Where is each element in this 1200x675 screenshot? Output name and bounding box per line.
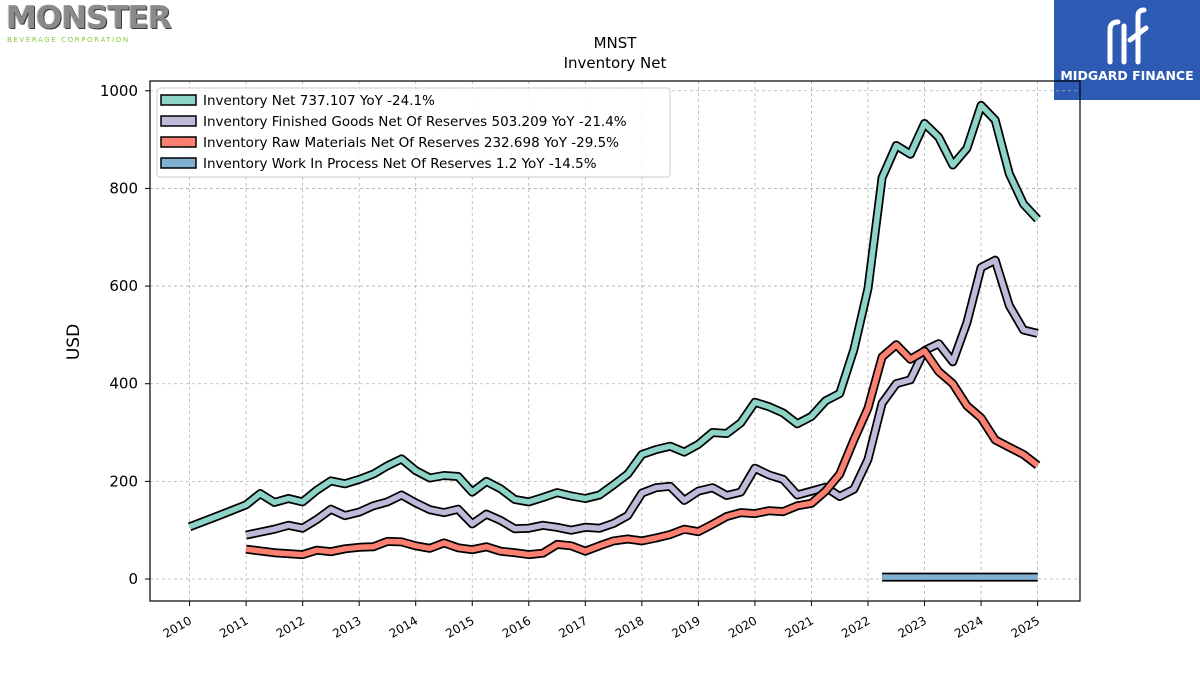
y-tick-label: 1000 [100, 82, 138, 100]
series-inventory-raw-materials-net-of-reserves [245, 340, 1041, 560]
x-tick-label: 2023 [896, 613, 929, 640]
midgard-finance-logo: MIDGARD FINANCE [1054, 0, 1200, 100]
series-line [245, 257, 1039, 538]
chart-subtitle: Inventory Net [564, 54, 667, 72]
series-line [188, 102, 1040, 530]
legend-swatch [160, 136, 197, 148]
y-tick-label: 0 [128, 570, 138, 588]
legend: Inventory Net 737.107 YoY -24.1% Inventor… [156, 87, 671, 178]
legend-label: Inventory Work In Process Net Of Reserve… [203, 156, 597, 172]
x-tick-label: 2025 [1009, 613, 1042, 640]
legend-label: Inventory Net 737.107 YoY -24.1% [203, 93, 435, 109]
y-axis-label: USD [64, 324, 84, 360]
x-tick-label: 2012 [274, 613, 307, 640]
x-axis-ticks: 2010 2011 2012 2013 2014 2015 2016 2017 2018 2019… [161, 601, 1042, 641]
x-tick-label: 2022 [839, 613, 872, 640]
legend-label: Inventory Raw Materials Net Of Reserves … [203, 135, 619, 151]
y-tick-label: 200 [109, 472, 138, 490]
series-inventory-net [187, 100, 1041, 532]
x-tick-label: 2018 [613, 613, 646, 640]
x-tick-label: 2011 [217, 613, 250, 640]
legend-box [156, 87, 671, 178]
x-tick-label: 2010 [161, 613, 194, 640]
x-tick-label: 2014 [387, 613, 420, 640]
midgard-emblem-icon [1107, 7, 1149, 65]
x-tick-label: 2024 [952, 613, 985, 640]
legend-label: Inventory Finished Goods Net Of Reserves… [203, 114, 627, 130]
legend-swatch [160, 94, 197, 106]
series-inventory-finished-goods-net-of-reserves [245, 255, 1039, 540]
x-tick-label: 2020 [726, 613, 759, 640]
x-tick-label: 2013 [330, 613, 363, 640]
x-tick-label: 2015 [443, 613, 476, 640]
legend-swatch [160, 115, 197, 127]
x-tick-label: 2017 [556, 613, 589, 640]
logo-wordmark: MONSTER [6, 0, 172, 36]
series-lines [187, 100, 1041, 582]
x-tick-label: 2019 [669, 613, 702, 640]
chart-title: MNST [594, 34, 638, 52]
x-tick-label: 2021 [783, 613, 816, 640]
plot-frame [149, 80, 1081, 602]
midgard-finance-wordmark: MIDGARD FINANCE [1060, 68, 1194, 83]
legend-swatch [160, 157, 197, 169]
y-tick-label: 600 [109, 277, 138, 295]
x-tick-label: 2016 [500, 613, 533, 640]
y-axis-ticks: 0 200 400 600 800 1000 [100, 82, 150, 588]
monster-beverage-logo: MONSTER BEVERAGE CORPORATION [4, 0, 172, 48]
logo-subtitle: BEVERAGE CORPORATION [7, 36, 130, 44]
y-tick-label: 400 [109, 375, 138, 393]
series-line [245, 341, 1040, 558]
y-tick-label: 800 [109, 179, 138, 197]
